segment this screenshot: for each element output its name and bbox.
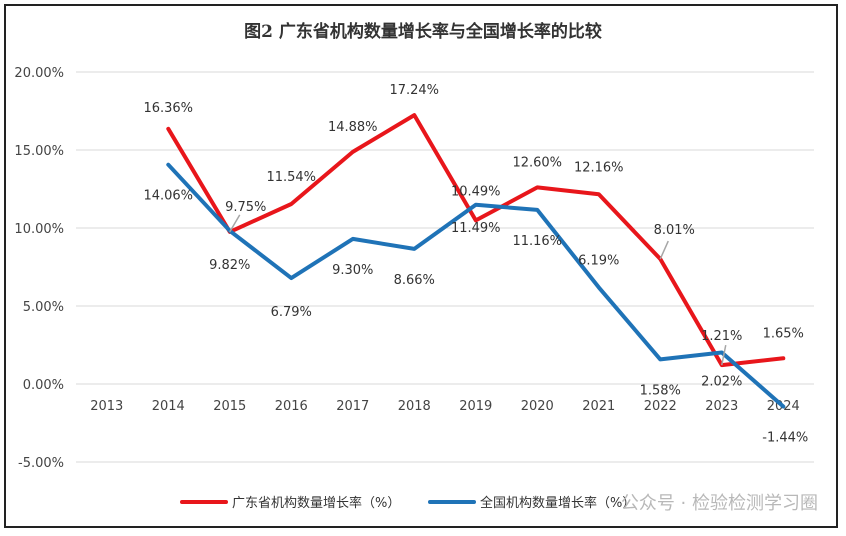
data-label-guangdong: 14.88%: [328, 120, 378, 135]
legend-label-guangdong: 广东省机构数量增长率（%）: [232, 495, 400, 511]
x-tick-label: 2020: [521, 399, 554, 414]
data-label-national: 8.66%: [394, 273, 435, 288]
y-tick-label: 10.00%: [14, 222, 64, 237]
x-tick-label: 2014: [152, 399, 185, 414]
legend: 广东省机构数量增长率（%） 全国机构数量增长率（%）: [180, 495, 635, 511]
x-tick-label: 2019: [459, 399, 492, 414]
x-tick-label: 2023: [705, 399, 738, 414]
label-leader-line: [229, 214, 241, 233]
legend-label-national: 全国机构数量增长率（%）: [480, 495, 635, 511]
chart-frame: 图2 广东省机构数量增长率与全国增长率的比较 20.00% 15.00% 10.00…: [4, 4, 838, 528]
watermark: 公众号 · 检验检测学习圈: [621, 493, 818, 514]
data-label-guangdong: 12.60%: [512, 155, 562, 170]
data-label-guangdong: 8.01%: [654, 223, 695, 238]
x-tick-label: 2021: [582, 399, 615, 414]
data-label-guangdong: 9.75%: [225, 200, 266, 215]
label-leader-line: [659, 240, 669, 260]
x-tick-label: 2017: [336, 399, 369, 414]
x-tick-label: 2013: [90, 399, 123, 414]
data-label-national: 11.49%: [451, 221, 501, 236]
data-label-national: -1.44%: [762, 430, 808, 445]
data-label-national: 6.19%: [578, 253, 619, 268]
series-line-guangdong: [166, 113, 786, 368]
chart-title: 图2 广东省机构数量增长率与全国增长率的比较: [244, 21, 602, 42]
data-label-national: 9.82%: [209, 258, 250, 273]
data-label-guangdong: 10.49%: [451, 184, 501, 199]
x-tick-label: 2018: [398, 399, 431, 414]
data-label-guangdong: 17.24%: [389, 83, 439, 98]
line-chart: 图2 广东省机构数量增长率与全国增长率的比较 20.00% 15.00% 10.00…: [14, 21, 818, 514]
data-label-guangdong: 1.21%: [701, 329, 742, 344]
data-label-national: 14.06%: [143, 189, 193, 204]
x-tick-label: 2016: [275, 399, 308, 414]
y-tick-label: -5.00%: [18, 456, 64, 471]
label-leader-line: [721, 344, 727, 366]
data-label-guangdong: 11.54%: [266, 170, 316, 185]
data-label-national: 11.16%: [512, 234, 562, 249]
data-label-national: 1.58%: [640, 383, 681, 398]
data-label-national: 6.79%: [271, 305, 312, 320]
y-tick-label: 0.00%: [23, 378, 64, 393]
y-tick-label: 5.00%: [23, 300, 64, 315]
x-tick-label: 2022: [644, 399, 677, 414]
y-tick-label: 20.00%: [14, 66, 64, 81]
x-tick-label: 2015: [213, 399, 246, 414]
data-label-guangdong: 1.65%: [763, 326, 804, 341]
y-tick-label: 15.00%: [14, 144, 64, 159]
data-label-national: 9.30%: [332, 263, 373, 278]
series-line-national: [166, 162, 786, 409]
data-label-national: 2.02%: [701, 374, 742, 389]
data-label-guangdong: 12.16%: [574, 160, 624, 175]
data-label-guangdong: 16.36%: [143, 101, 193, 116]
